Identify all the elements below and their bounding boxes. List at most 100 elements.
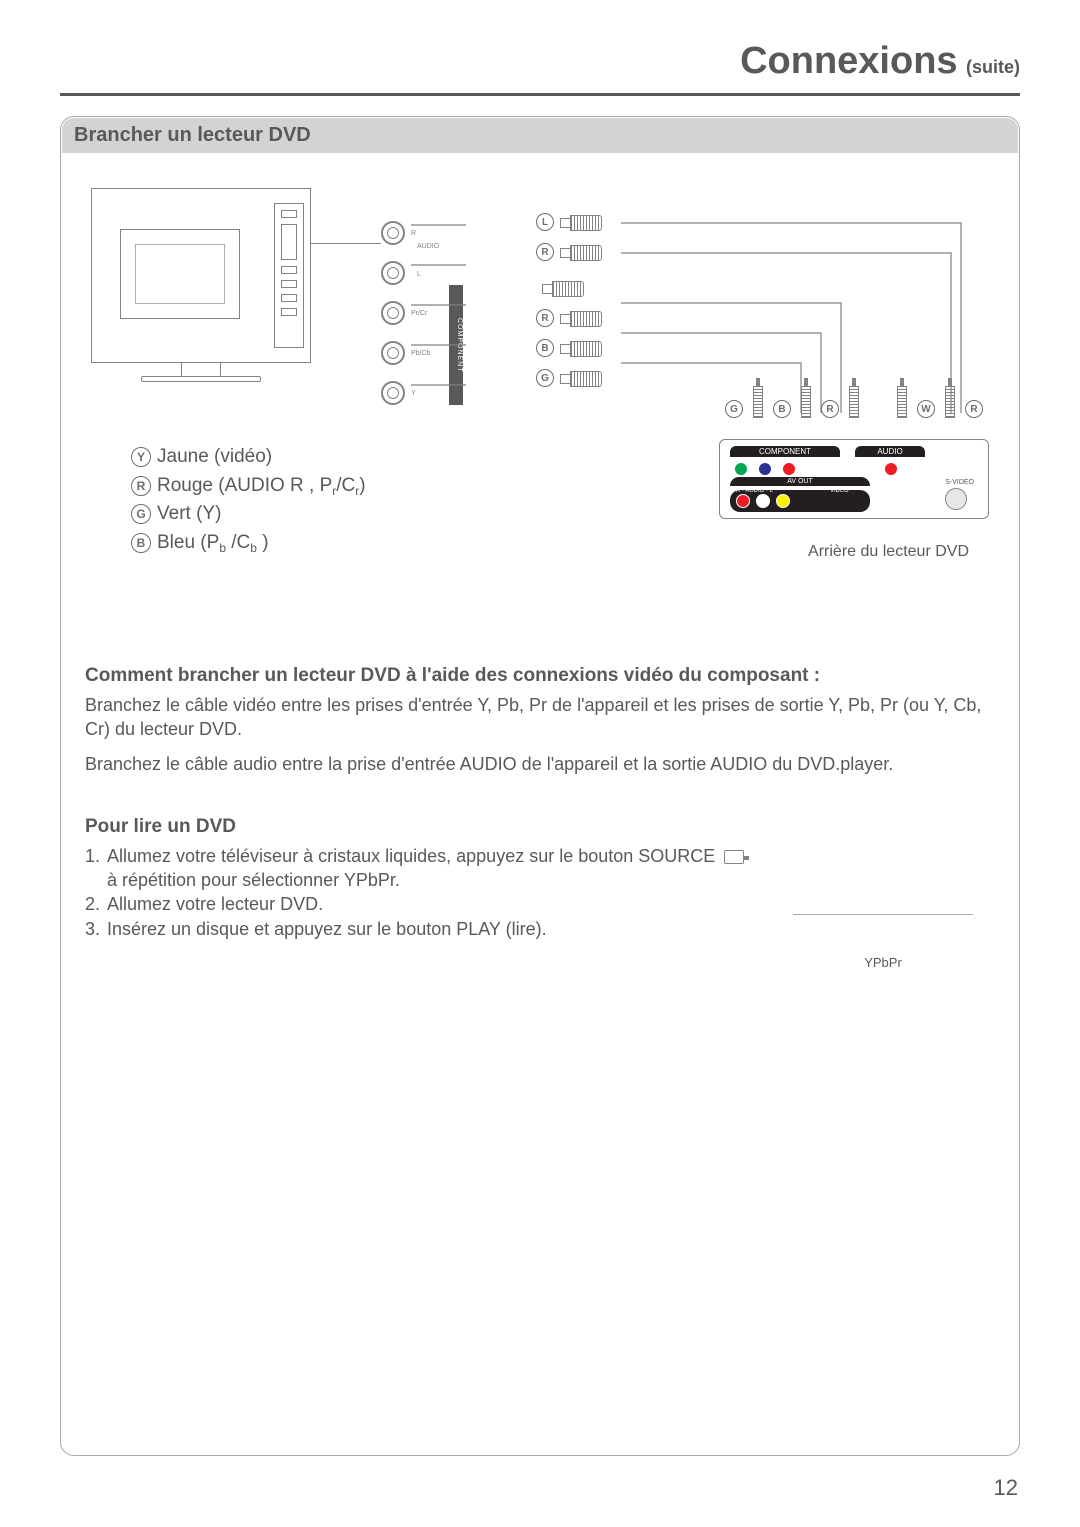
tv-side-panel bbox=[274, 203, 304, 348]
step-line: Allumez votre téléviseur à cristaux liqu… bbox=[107, 846, 715, 866]
rca-green bbox=[734, 462, 748, 476]
plug-icon bbox=[560, 341, 610, 355]
svideo-label: S-VIDEO bbox=[945, 479, 974, 486]
jack-label: L bbox=[417, 271, 421, 278]
plug-pair: L bbox=[536, 211, 626, 233]
rca-red bbox=[884, 462, 898, 476]
vplug-icon bbox=[753, 378, 763, 418]
dvd-panel-frame: COMPONENT AUDIO bbox=[719, 439, 989, 519]
plug-icon bbox=[560, 215, 610, 229]
plug-icon bbox=[560, 311, 610, 325]
legend-text: Rouge (AUDIO R , P bbox=[157, 475, 332, 496]
jack-pb bbox=[381, 341, 405, 365]
page-header: Connexions (suite) bbox=[60, 40, 1020, 87]
legend-text: ) bbox=[257, 532, 269, 553]
vplug-icon bbox=[897, 378, 907, 418]
tv-screen-inner bbox=[135, 244, 225, 304]
legend-sub: r bbox=[355, 484, 359, 498]
header-rule bbox=[60, 93, 1020, 96]
color-legend: Y Jaune (vidéo) R Rouge (AUDIO R , Pr/Cr… bbox=[131, 443, 366, 557]
plug-pair: B bbox=[536, 337, 626, 359]
legend-row-blue: B Bleu (Pb /Cb ) bbox=[131, 529, 366, 558]
legend-text-b: Bleu (Pb /Cb ) bbox=[157, 529, 269, 558]
dvd-audio-label: AUDIO bbox=[855, 446, 925, 457]
legend-letter-b: B bbox=[131, 533, 151, 553]
dvd-component-jacks bbox=[734, 462, 796, 476]
legend-letter-g: G bbox=[131, 504, 151, 524]
legend-text-g: Vert (Y) bbox=[157, 500, 221, 529]
rca-blue bbox=[758, 462, 772, 476]
svideo-jack bbox=[945, 488, 967, 510]
tv-port bbox=[281, 308, 297, 316]
rca-yellow bbox=[776, 494, 790, 508]
plug-pair bbox=[536, 277, 626, 299]
tv-port bbox=[281, 294, 297, 302]
dvd-avout-label: AV OUT bbox=[730, 477, 870, 486]
page-title: Connexions bbox=[740, 40, 957, 82]
page-subtitle: (suite) bbox=[966, 57, 1020, 77]
dvd-component-label: COMPONENT bbox=[730, 446, 840, 457]
step-number: 2. bbox=[85, 892, 107, 916]
tv-port bbox=[281, 224, 297, 260]
display-label: YPbPr bbox=[793, 955, 973, 970]
plug-letter-g: G bbox=[536, 369, 554, 387]
rca-red bbox=[736, 494, 750, 508]
plug-letter: B bbox=[773, 400, 791, 418]
source-display-box: YPbPr bbox=[793, 893, 973, 970]
component-tag: COMPONENT bbox=[449, 285, 463, 405]
wire bbox=[311, 243, 381, 244]
rca-red bbox=[782, 462, 796, 476]
plug-icon bbox=[542, 281, 592, 295]
legend-text: /C bbox=[226, 532, 250, 553]
dvd-audio-jacks bbox=[860, 462, 898, 476]
plug-letter: R bbox=[821, 400, 839, 418]
vplug-icon bbox=[801, 378, 811, 418]
jack-label: Pb/Cb bbox=[411, 350, 430, 357]
rca-white bbox=[756, 494, 770, 508]
rca-white bbox=[860, 462, 874, 476]
dvd-video-label: VIDEO bbox=[830, 488, 849, 494]
tv-stand-neck bbox=[181, 362, 221, 376]
vplug-icon bbox=[849, 378, 859, 418]
cable-plug-column: L R R B G bbox=[536, 211, 626, 397]
jack-audio-r bbox=[381, 221, 405, 245]
step-number: 1. bbox=[85, 844, 107, 868]
connection-diagram: R AUDIO L Pr/Cr Pb/Cb Y bbox=[81, 163, 999, 633]
plug-letter-r: R bbox=[536, 243, 554, 261]
plug-icon bbox=[560, 245, 610, 259]
plug-pair: R bbox=[536, 241, 626, 263]
legend-text-y: Jaune (vidéo) bbox=[157, 443, 272, 472]
jack-pr bbox=[381, 301, 405, 325]
subheading-play: Pour lire un DVD bbox=[85, 816, 995, 838]
step-text: Allumez votre téléviseur à cristaux liqu… bbox=[107, 844, 995, 868]
paragraph: Branchez le câble audio entre la prise d… bbox=[85, 752, 995, 776]
page-number: 12 bbox=[994, 1475, 1018, 1501]
step-continuation: à répétition pour sélectionner YPbPr. bbox=[85, 868, 995, 892]
tv-screen bbox=[120, 229, 240, 319]
tv-port bbox=[281, 266, 297, 274]
plug-letter: G bbox=[725, 400, 743, 418]
step-number: 3. bbox=[85, 917, 107, 941]
dvd-svideo-group: S-VIDEO bbox=[945, 479, 974, 510]
legend-sub: r bbox=[332, 484, 336, 498]
legend-letter-r: R bbox=[131, 476, 151, 496]
jack-label: Y bbox=[411, 390, 416, 397]
jack-label: R bbox=[411, 230, 416, 237]
legend-text: /C bbox=[336, 475, 355, 496]
dvd-top-plugs: G B R W R bbox=[719, 378, 989, 418]
plug-letter: W bbox=[917, 400, 935, 418]
tv-outline bbox=[91, 188, 311, 363]
legend-sub: b bbox=[250, 541, 257, 555]
paragraph: Branchez le câble vidéo entre les prises… bbox=[85, 693, 995, 742]
plug-pair: R bbox=[536, 307, 626, 329]
dvd-caption: Arrière du lecteur DVD bbox=[808, 543, 969, 561]
legend-text-r: Rouge (AUDIO R , Pr/Cr) bbox=[157, 472, 366, 501]
legend-text: Bleu (P bbox=[157, 532, 219, 553]
jack-audio-l bbox=[381, 261, 405, 285]
subheading-connect: Comment brancher un lecteur DVD à l'aide… bbox=[85, 665, 995, 687]
vplug-icon bbox=[945, 378, 955, 418]
content-frame: Brancher un lecteur DVD bbox=[60, 116, 1020, 1456]
dvd-raudiol-label: R · AUDIO · L bbox=[736, 488, 773, 494]
component-jack-block: R AUDIO L Pr/Cr Pb/Cb Y bbox=[381, 213, 461, 413]
tv-port bbox=[281, 280, 297, 288]
